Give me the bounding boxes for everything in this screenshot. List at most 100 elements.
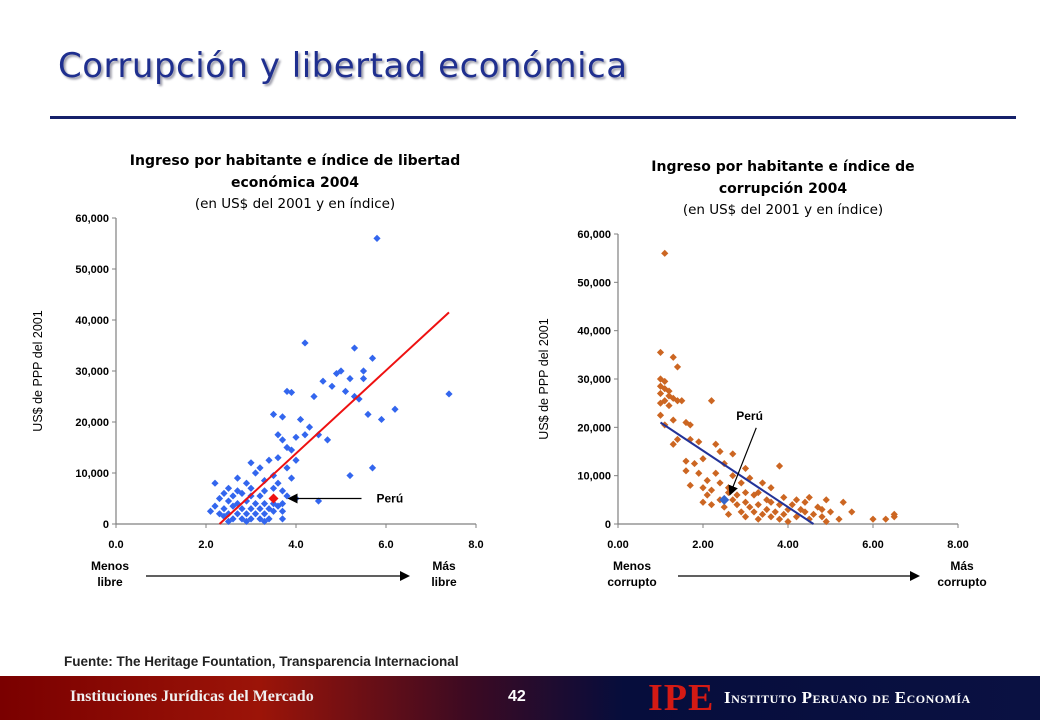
data-point xyxy=(283,464,291,472)
data-point xyxy=(712,440,720,448)
left-scatter-chart: 0 10,000 20,000 30,000 40,000 50,000 60,000 0.0… xyxy=(31,213,484,589)
data-point xyxy=(220,505,228,513)
data-point xyxy=(260,487,269,495)
y-tick-label: 0 xyxy=(605,519,611,531)
peru-point xyxy=(268,493,279,504)
data-point xyxy=(690,459,699,468)
peru-point xyxy=(719,494,730,505)
data-point xyxy=(319,377,327,385)
right-chart-subtitle: (en US$ del 2001 y en índice) xyxy=(682,202,884,218)
data-point xyxy=(292,456,300,464)
footer-bar: Instituciones Jurídicas del Mercado 42 I… xyxy=(0,676,1040,720)
data-point xyxy=(445,390,453,398)
data-point xyxy=(788,501,796,509)
data-point xyxy=(233,510,242,518)
right-chart-title-block: Ingreso por habitante e índice de corrup… xyxy=(618,156,948,220)
data-point xyxy=(848,508,856,516)
data-point xyxy=(669,416,677,424)
data-point xyxy=(314,497,323,505)
data-point xyxy=(301,431,309,439)
y-tick-label: 10,000 xyxy=(75,468,109,480)
data-point xyxy=(260,500,269,508)
y-tick-label: 50,000 xyxy=(577,277,611,289)
data-point xyxy=(368,464,377,472)
data-point xyxy=(247,505,255,513)
data-point xyxy=(699,484,707,492)
left-chart-title: Ingreso por habitante e índice de libert… xyxy=(129,153,461,191)
y-tick-label: 40,000 xyxy=(577,326,611,338)
right-chart-title: Ingreso por habitante e índice de corrup… xyxy=(651,159,915,197)
y-tick-label: 60,000 xyxy=(75,213,109,225)
data-point xyxy=(805,493,813,502)
data-point xyxy=(890,510,898,518)
y-tick-label: 50,000 xyxy=(75,264,109,276)
data-point xyxy=(703,476,711,485)
data-point xyxy=(784,517,792,526)
data-point xyxy=(673,397,682,405)
data-point xyxy=(780,493,788,502)
data-point xyxy=(801,508,809,516)
data-point xyxy=(750,491,758,499)
y-tick-label: 20,000 xyxy=(577,422,611,434)
data-point xyxy=(750,508,758,516)
data-point xyxy=(233,487,242,495)
data-point xyxy=(274,454,282,462)
y-tick-label: 20,000 xyxy=(75,417,109,429)
data-point xyxy=(242,479,251,487)
data-point xyxy=(305,423,314,431)
data-point xyxy=(669,440,677,448)
peru-arrow xyxy=(728,427,757,496)
data-point xyxy=(323,436,332,444)
data-point xyxy=(801,498,809,506)
data-point xyxy=(278,413,287,421)
data-point xyxy=(238,489,246,497)
data-point xyxy=(758,479,767,487)
data-point xyxy=(328,382,336,390)
data-point xyxy=(373,234,381,242)
data-point xyxy=(224,497,233,505)
data-point xyxy=(818,513,826,521)
data-point xyxy=(274,479,282,487)
data-point xyxy=(269,500,278,508)
data-point xyxy=(346,471,354,480)
x-tick-label: 8.0 xyxy=(468,539,483,551)
y-tick-label: 0 xyxy=(103,519,109,531)
data-point xyxy=(341,387,350,395)
data-point xyxy=(265,456,273,464)
data-point xyxy=(269,507,278,515)
data-point xyxy=(215,510,224,518)
data-point xyxy=(337,367,345,375)
data-point xyxy=(310,392,318,401)
data-point xyxy=(269,410,278,418)
data-point xyxy=(242,510,251,518)
y-tick-label: 10,000 xyxy=(577,471,611,483)
data-point xyxy=(741,498,750,506)
data-point xyxy=(229,515,237,523)
data-point xyxy=(274,502,282,510)
data-point xyxy=(707,501,716,509)
data-point xyxy=(737,479,745,487)
ipe-logo: IPE xyxy=(648,677,715,719)
data-point xyxy=(699,498,707,506)
data-point xyxy=(712,469,720,477)
data-point xyxy=(767,498,775,506)
data-point xyxy=(220,489,228,497)
data-point xyxy=(729,450,737,458)
data-point xyxy=(242,517,251,526)
data-point xyxy=(278,507,287,515)
data-point xyxy=(780,510,788,518)
trend-line xyxy=(659,421,815,525)
data-point xyxy=(391,405,399,413)
data-point xyxy=(233,500,242,508)
data-point xyxy=(287,474,296,482)
data-point xyxy=(818,505,826,514)
right-scatter-chart: 0 10,000 20,000 30,000 40,000 50,000 60,000 0.0… xyxy=(537,229,987,589)
y-axis-title: US$ de PPP del 2001 xyxy=(537,318,551,439)
data-point xyxy=(839,498,847,506)
data-point xyxy=(716,447,724,456)
data-point xyxy=(656,348,665,357)
x-tick-label: 2.00 xyxy=(692,539,713,551)
data-point xyxy=(224,510,233,518)
data-point xyxy=(220,512,228,520)
data-point xyxy=(673,435,682,444)
